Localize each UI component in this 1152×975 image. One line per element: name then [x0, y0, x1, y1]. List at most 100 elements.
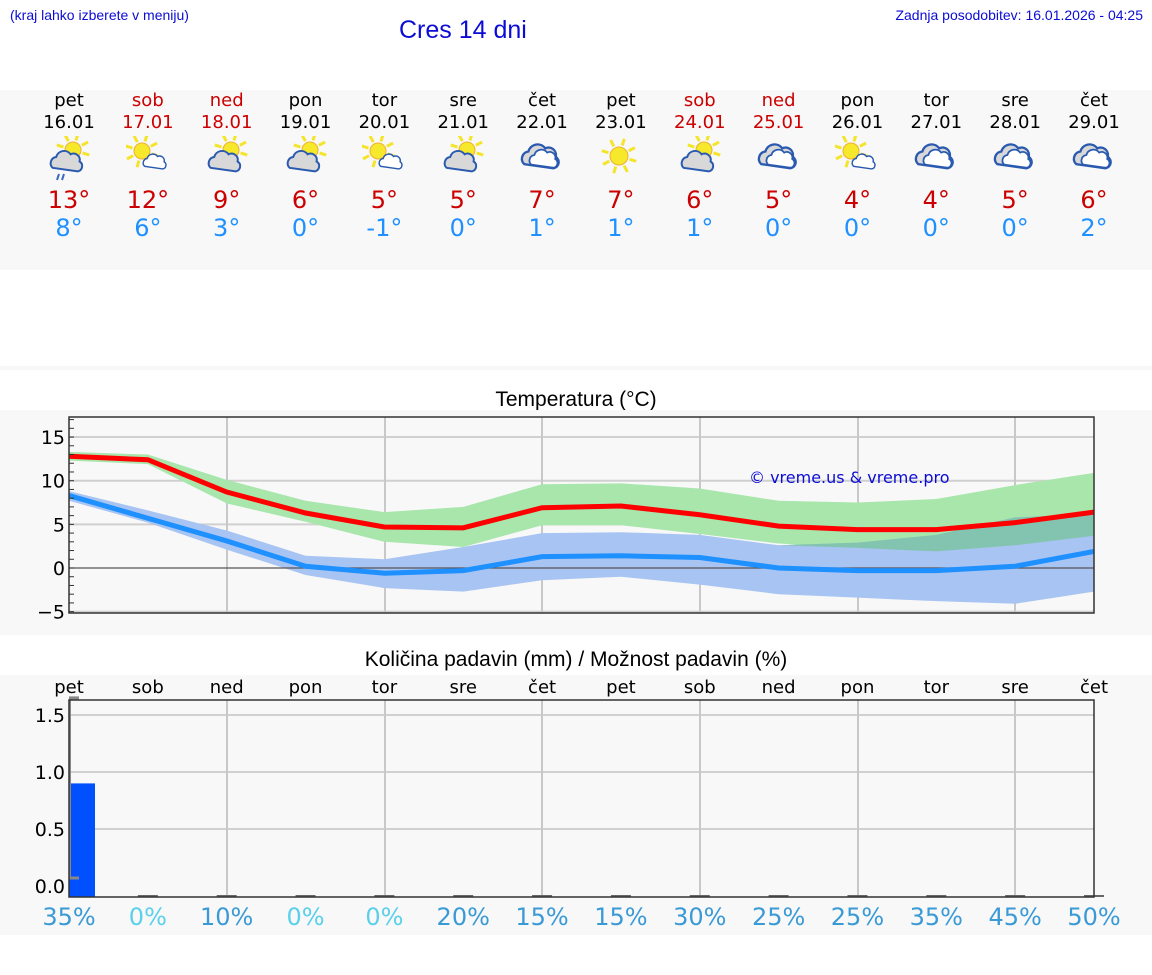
partly-cloudy-icon: [678, 133, 721, 176]
day-name: sob: [131, 90, 164, 111]
daily-forecast-list: pet 16.01 13° 8° sob 17.01 12° 6° ned 18…: [0, 90, 1152, 270]
min-temperature: 0°: [764, 214, 793, 242]
day-name: sre: [449, 90, 477, 111]
day-date: 22.01: [516, 112, 568, 133]
y-tick-label: 1.0: [35, 762, 65, 784]
max-temperature: 7°: [528, 186, 556, 214]
y-tick-label: 15: [41, 427, 65, 449]
y-tick-label: −5: [37, 602, 65, 624]
day-column: sob 17.01 12° 6°: [108, 90, 188, 270]
partly-cloudy-rain-icon: [47, 133, 90, 181]
min-temperature: 8°: [55, 214, 83, 242]
max-temperature: 5°: [1001, 186, 1029, 214]
day-date: 16.01: [43, 112, 95, 133]
cloudy-icon: [993, 136, 1033, 176]
y-tick-label: 5: [53, 514, 65, 536]
max-temperature: 7°: [607, 186, 635, 214]
min-temperature: 2°: [1080, 214, 1108, 242]
day-column: pet 23.01 7° 1°: [581, 90, 661, 270]
cloudy-icon: [1072, 136, 1112, 176]
precipitation-chart-bg: [0, 675, 1152, 935]
day-column: pon 26.01 4° 0°: [817, 90, 897, 270]
day-label: sob: [684, 677, 716, 698]
last-updated: Zadnja posodobitev: 16.01.2026 - 04:25: [895, 7, 1143, 23]
min-temperature: -1°: [366, 214, 403, 242]
y-tick-label: 10: [41, 471, 65, 493]
day-column: sre 21.01 5° 0°: [423, 90, 503, 270]
day-name: sre: [1001, 90, 1029, 111]
cloudy-icon: [520, 136, 560, 176]
min-temperature: 0°: [449, 214, 477, 242]
day-column: tor 27.01 4° 0°: [896, 90, 976, 270]
day-column: pon 19.01 6° 0°: [266, 90, 346, 270]
day-column: čet 22.01 7° 1°: [502, 90, 582, 270]
day-name: pet: [606, 90, 636, 111]
min-temperature: 0°: [291, 214, 320, 242]
watermark: © vreme.us & vreme.pro: [749, 468, 950, 487]
partly-cloudy-icon: [441, 133, 484, 176]
day-date: 29.01: [1068, 112, 1120, 133]
day-column: sob 24.01 6° 1°: [660, 90, 740, 270]
sunny-icon: [599, 136, 639, 176]
day-column: ned 18.01 9° 3°: [187, 90, 267, 270]
max-temperature: 13°: [47, 186, 91, 214]
min-temperature: 1°: [528, 214, 556, 242]
precipitation-chart: 1.5 1.0 0.5 0.0 pet sob ned pon tor sre čet pet sob n…: [35, 677, 1108, 898]
day-label: sre: [449, 677, 476, 698]
day-date: 25.01: [752, 112, 805, 133]
max-temperature: 5°: [764, 186, 793, 214]
daily-forecast-strip: [0, 90, 1152, 270]
day-name: pon: [840, 90, 875, 111]
day-column: sre 28.01 5° 0°: [975, 90, 1055, 270]
y-tick-label: 0.5: [35, 819, 65, 841]
day-date: 26.01: [831, 112, 884, 133]
cloudy-icon: [914, 136, 955, 176]
day-label: pet: [54, 677, 84, 698]
day-date: 19.01: [279, 112, 332, 133]
precip-bar: [69, 783, 95, 897]
min-temperature: 1°: [607, 214, 635, 242]
max-temperature: 4°: [922, 186, 950, 214]
max-temperature: 9°: [213, 186, 241, 214]
sunny-small-cloud-icon: [361, 134, 403, 176]
day-date: 20.01: [358, 112, 411, 133]
sunny-small-cloud-icon: [125, 134, 167, 176]
page-title: Cres 14 dni: [399, 16, 527, 44]
min-temperature: 0°: [1001, 214, 1029, 242]
sunny-small-cloud-icon: [834, 134, 877, 176]
min-temperature: 6°: [134, 214, 162, 242]
day-label: sob: [132, 677, 164, 698]
day-date: 18.01: [200, 112, 253, 133]
day-column: čet 29.01 6° 2°: [1054, 90, 1134, 270]
day-column: tor 20.01 5° -1°: [344, 90, 424, 270]
day-label: pet: [606, 677, 636, 698]
min-temperature: 0°: [922, 214, 950, 242]
day-label: tor: [372, 677, 398, 698]
day-name: čet: [1079, 90, 1109, 111]
day-label: sre: [1001, 677, 1028, 698]
day-column: pet 16.01 13° 8°: [29, 90, 109, 270]
temperature-chart-title: Temperatura (°C): [495, 388, 657, 411]
day-date: 24.01: [674, 112, 726, 133]
partly-cloudy-icon: [284, 133, 327, 176]
day-name: čet: [528, 90, 557, 111]
location-menu-hint: (kraj lahko izberete v meniju): [10, 7, 189, 23]
day-date: 23.01: [595, 112, 647, 133]
temperature-chart: 15 10 5 0 −5 © vreme.us & vreme.pro: [37, 416, 1095, 624]
partly-cloudy-icon: [205, 133, 248, 176]
divider: [0, 366, 1152, 370]
max-temperature: 5°: [449, 186, 477, 214]
min-temperature: 1°: [686, 214, 714, 242]
min-temperature: 0°: [843, 214, 872, 242]
max-temperature: 5°: [370, 186, 399, 214]
y-tick-label: 1.5: [35, 705, 65, 727]
day-label: ned: [210, 677, 244, 698]
day-label: čet: [1080, 677, 1108, 698]
day-label: tor: [924, 677, 950, 698]
day-column: ned 25.01 5° 0°: [739, 90, 819, 270]
cloudy-icon: [757, 136, 797, 176]
day-name: sob: [683, 90, 716, 111]
min-temperature: 3°: [213, 214, 241, 242]
max-temperature: 6°: [1080, 186, 1108, 214]
day-name: ned: [209, 90, 244, 111]
